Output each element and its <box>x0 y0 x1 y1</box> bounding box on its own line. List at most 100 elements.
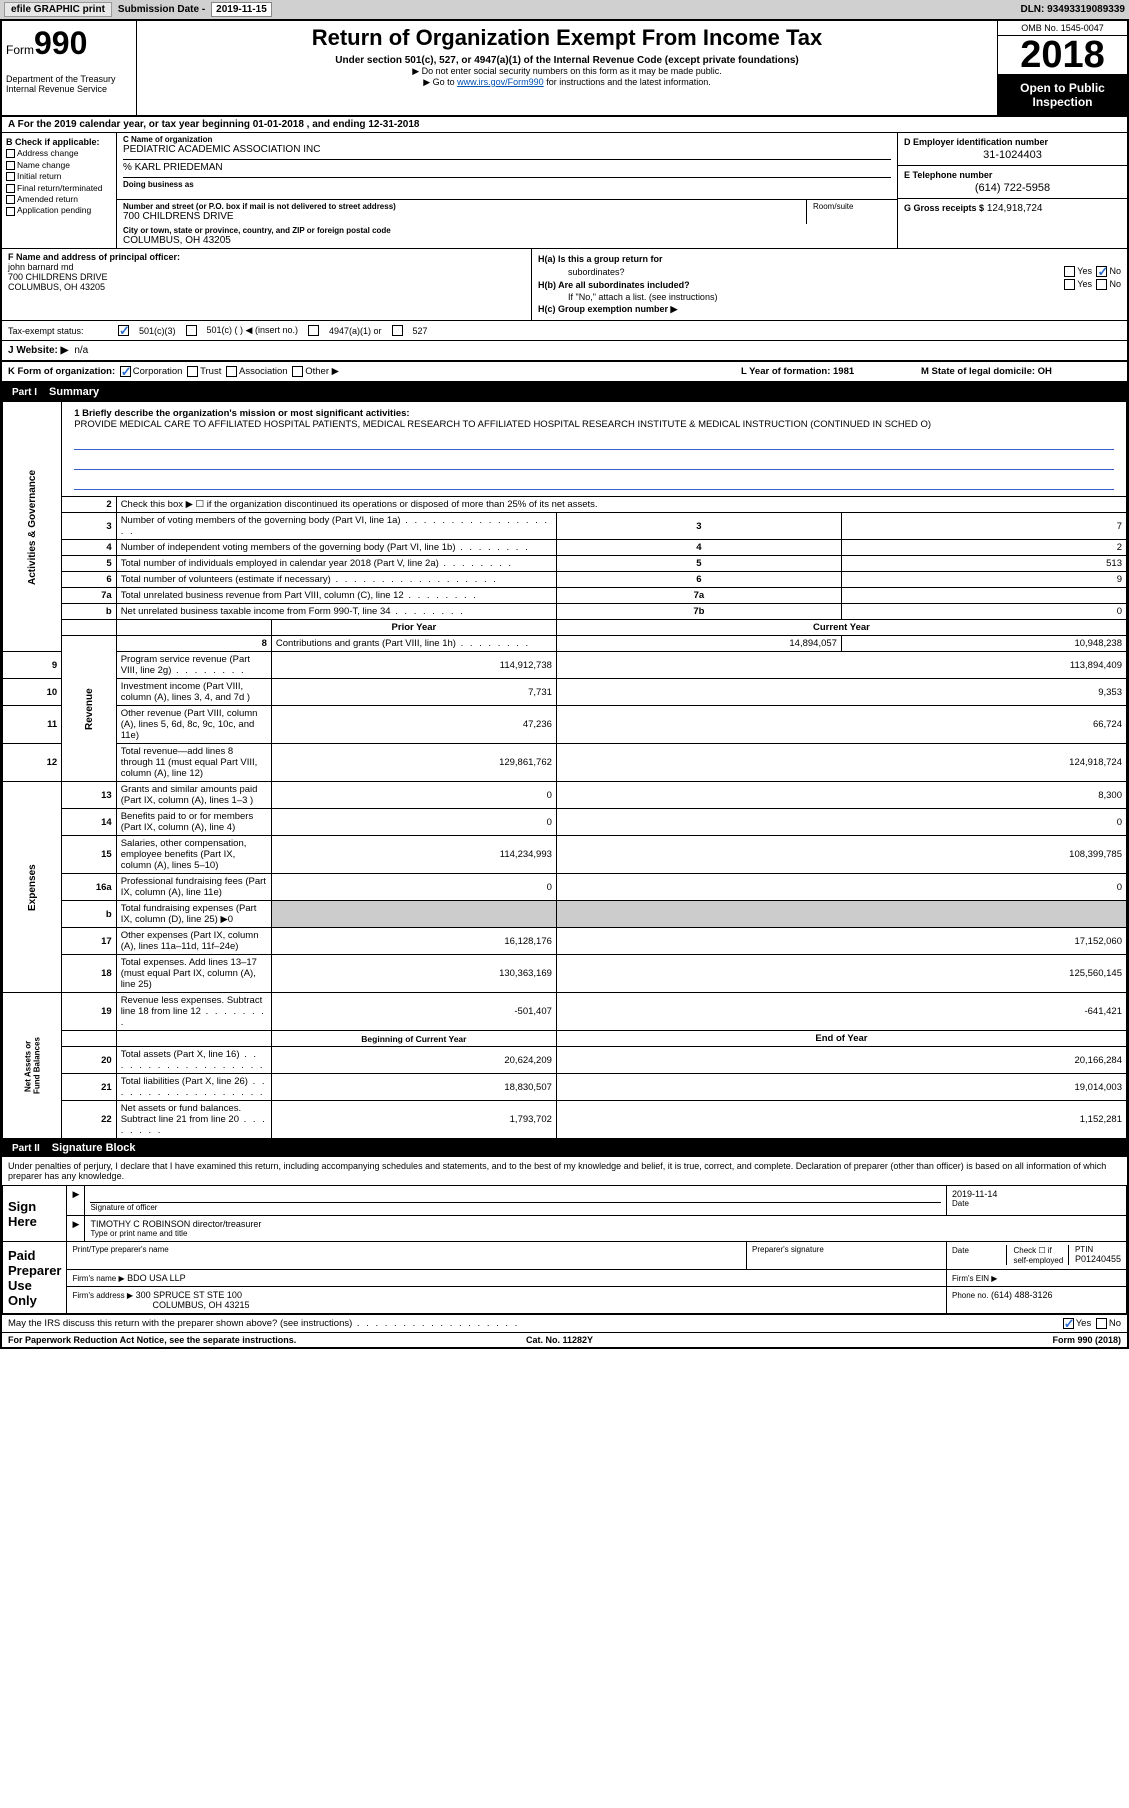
form-word: Form <box>6 43 34 57</box>
cb-501c[interactable] <box>186 325 197 336</box>
irs-link[interactable]: www.irs.gov/Form990 <box>457 77 544 87</box>
527: 527 <box>413 326 428 336</box>
cb-corp[interactable] <box>120 366 131 377</box>
header-right: OMB No. 1545-0047 2018 Open to Public In… <box>997 21 1127 115</box>
may-irs-yes[interactable] <box>1063 1318 1074 1329</box>
rev-row-12: 12Total revenue—add lines 8 through 11 (… <box>3 744 1127 782</box>
box-f: F Name and address of principal officer:… <box>2 249 532 320</box>
gov-row-7b: bNet unrelated business taxable income f… <box>3 604 1127 620</box>
sig-date-lbl: Date <box>952 1199 1121 1208</box>
part2-header: Part II Signature Block <box>2 1139 1127 1157</box>
4947: 4947(a)(1) or <box>329 326 382 336</box>
website-lbl: J Website: ▶ <box>8 345 68 356</box>
hb-lbl: H(b) Are all subordinates included? <box>538 280 690 290</box>
tax-lbl: Tax-exempt status: <box>8 326 108 336</box>
org-name-lbl: C Name of organization <box>123 135 891 144</box>
pycy-hdr: Prior YearCurrent Year <box>3 620 1127 636</box>
row-bcd: B Check if applicable: Address change Na… <box>2 133 1127 249</box>
side-na: Net Assets or Fund Balances <box>3 993 62 1139</box>
cb-4947[interactable] <box>308 325 319 336</box>
subtitle-2b: ▶ Go to www.irs.gov/Form990 for instruct… <box>141 77 993 88</box>
gov-row-2: 2Check this box ▶ ☐ if the organization … <box>3 497 1127 513</box>
header-left: Form990 Department of the Treasury Inter… <box>2 21 137 115</box>
street-val: 700 CHILDRENS DRIVE <box>123 211 800 222</box>
hb-no-cb[interactable] <box>1096 279 1107 290</box>
cb-amended[interactable]: Amended return <box>6 194 112 205</box>
box-m: M State of legal domicile: OH <box>921 366 1121 377</box>
gov-row-4: 4Number of independent voting members of… <box>3 540 1127 556</box>
sig-table: Sign Here ▶ Signature of officer 2019-11… <box>2 1185 1127 1314</box>
cb-trust[interactable] <box>187 366 198 377</box>
sign-here: Sign Here <box>3 1186 67 1242</box>
side-rev: Revenue <box>62 636 117 782</box>
cb-final-return[interactable]: Final return/terminated <box>6 183 112 194</box>
firm-phone: (614) 488-3126 <box>991 1290 1053 1300</box>
city-cell: City or town, state or province, country… <box>117 224 897 248</box>
gov-row-7a: 7aTotal unrelated business revenue from … <box>3 588 1127 604</box>
box-h: H(a) Is this a group return for subordin… <box>532 249 1127 320</box>
row-a-tax-year: A For the 2019 calendar year, or tax yea… <box>2 117 1127 133</box>
form-header: Form990 Department of the Treasury Inter… <box>2 21 1127 117</box>
efile-btn[interactable]: efile GRAPHIC print <box>4 2 112 17</box>
care-of: % KARL PRIEDEMAN <box>123 159 891 173</box>
cb-address-change[interactable]: Address change <box>6 148 112 159</box>
cb-app-pending[interactable]: Application pending <box>6 205 112 216</box>
box-d-e-g: D Employer identification number 31-1024… <box>897 133 1127 248</box>
na-row-22: 22Net assets or fund balances. Subtract … <box>3 1101 1127 1139</box>
phone-cell: E Telephone number (614) 722-5958 <box>898 166 1127 199</box>
part1-header: Part I Summary <box>2 383 1127 401</box>
paid-preparer: Paid Preparer Use Only <box>3 1242 67 1314</box>
prep-name-lbl: Print/Type preparer's name <box>72 1245 741 1254</box>
form-number: Form990 <box>6 25 132 62</box>
row-fgh: F Name and address of principal officer:… <box>2 249 1127 321</box>
f-lbl: F Name and address of principal officer: <box>8 252 525 262</box>
cb-other[interactable] <box>292 366 303 377</box>
gross-cell: G Gross receipts $ 124,918,724 <box>898 199 1127 218</box>
firm-addr1: 300 SPRUCE ST STE 100 <box>136 1290 242 1300</box>
firm-addr2: COLUMBUS, OH 43215 <box>152 1300 249 1310</box>
street-lbl: Number and street (or P.O. box if mail i… <box>123 202 800 211</box>
tax-exempt-row: Tax-exempt status: 501(c)(3) 501(c) ( ) … <box>2 321 1127 341</box>
mission-lbl: 1 Briefly describe the organization's mi… <box>74 408 409 419</box>
footer-form: Form 990 (2018) <box>1052 1335 1121 1345</box>
exp-row-18: 18Total expenses. Add lines 13–17 (must … <box>3 955 1127 993</box>
sub2b-post: for instructions and the latest informat… <box>544 77 711 87</box>
cb-501c3[interactable] <box>118 325 129 336</box>
f-addr1: 700 CHILDRENS DRIVE <box>8 272 525 282</box>
cb-name-change[interactable]: Name change <box>6 160 112 171</box>
cb-initial-return[interactable]: Initial return <box>6 171 112 182</box>
ein-val: 31-1024403 <box>904 149 1121 161</box>
footer: For Paperwork Reduction Act Notice, see … <box>2 1332 1127 1347</box>
exp-row-16b: bTotal fundraising expenses (Part IX, co… <box>3 901 1127 928</box>
prep-sig-lbl: Preparer's signature <box>752 1245 941 1254</box>
subtitle-2a: ▶ Do not enter social security numbers o… <box>141 66 993 77</box>
na-row-21: 21Total liabilities (Part X, line 26)18,… <box>3 1074 1127 1101</box>
f-addr2: COLUMBUS, OH 43205 <box>8 282 525 292</box>
part1-title: Summary <box>49 386 99 398</box>
street-row: Number and street (or P.O. box if mail i… <box>117 200 897 224</box>
part1-num: Part I <box>8 387 41 398</box>
exp-row-17: 17Other expenses (Part IX, column (A), l… <box>3 928 1127 955</box>
date-col: Date <box>952 1246 969 1255</box>
firm-phone-lbl: Phone no. <box>952 1291 988 1300</box>
footer-left: For Paperwork Reduction Act Notice, see … <box>8 1335 296 1345</box>
501c: 501(c) ( ) ◀ (insert no.) <box>207 325 298 336</box>
subtitle-1: Under section 501(c), 527, or 4947(a)(1)… <box>141 55 993 66</box>
ha-yes-cb[interactable] <box>1064 266 1075 277</box>
sig-date: 2019-11-14 <box>952 1189 1121 1199</box>
sig-declaration: Under penalties of perjury, I declare th… <box>2 1157 1127 1185</box>
header-center: Return of Organization Exempt From Incom… <box>137 21 997 115</box>
cb-assoc[interactable] <box>226 366 237 377</box>
mission-text: PROVIDE MEDICAL CARE TO AFFILIATED HOSPI… <box>74 419 1114 430</box>
hb-yes-cb[interactable] <box>1064 279 1075 290</box>
sub-date: 2019-11-15 <box>211 2 272 17</box>
may-irs-no[interactable] <box>1096 1318 1107 1329</box>
gov-row-5: 5Total number of individuals employed in… <box>3 556 1127 572</box>
ha-no-cb[interactable] <box>1096 266 1107 277</box>
dept-treasury: Department of the Treasury Internal Reve… <box>6 74 132 94</box>
cb-527[interactable] <box>392 325 403 336</box>
mission-line1 <box>74 436 1114 450</box>
firm-name-lbl: Firm's name ▶ <box>72 1274 124 1283</box>
sub-date-label: Submission Date - <box>118 4 205 15</box>
officer-name: TIMOTHY C ROBINSON director/treasurer <box>90 1219 1121 1229</box>
